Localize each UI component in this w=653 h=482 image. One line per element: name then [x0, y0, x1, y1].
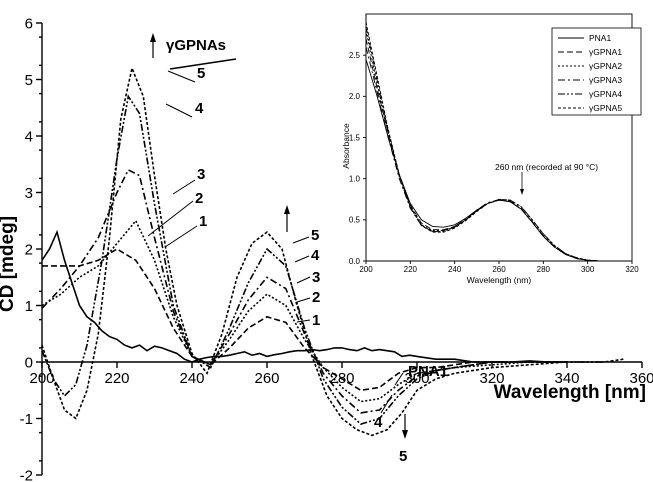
- inset-x-tick-label: 260: [492, 265, 506, 274]
- peak1-label-2: 2: [195, 190, 203, 207]
- leader-peak2-2: [296, 297, 311, 303]
- cd-y-tick-label: 1: [25, 298, 33, 315]
- inset-x-tick-label: 220: [404, 265, 418, 274]
- leader-peak2-5: [292, 236, 310, 244]
- peak1-label-3: 3: [197, 166, 205, 183]
- inset-x-tick-label: 280: [537, 265, 551, 274]
- annotations: [147, 33, 408, 439]
- cd-x-tick-label: 360: [629, 370, 653, 387]
- inset-y-axis-label: Absorbance: [341, 123, 351, 169]
- peak2-label-4: 4: [311, 247, 320, 264]
- cd-y-tick-label: 0: [25, 354, 33, 371]
- trough-label-5: 5: [399, 448, 407, 465]
- leader-peak2-3: [296, 276, 311, 284]
- inset-y-tick-label: 1.0: [349, 174, 361, 183]
- inset-x-tick-label: 200: [359, 265, 373, 274]
- cd-series-line-5: [41, 65, 624, 437]
- cd-x-tick-label: 240: [179, 370, 204, 387]
- legend-label-2: γGPNA2: [589, 61, 622, 71]
- cd-y-tick-label: -1: [20, 411, 33, 428]
- leader-peak1-2: [147, 200, 194, 237]
- inset-series-line-1: [365, 38, 610, 262]
- cd-series-line-1: [42, 248, 567, 392]
- cd-y-tick-label: 5: [25, 72, 33, 89]
- pna1-label: PNA1: [408, 363, 448, 380]
- inset-x-tick-label: 320: [625, 265, 639, 274]
- cd-x-tick-label: 260: [254, 370, 279, 387]
- cd-series-line-3: [41, 168, 567, 414]
- inset-series-line-4: [365, 26, 610, 262]
- peak1-label-1: 1: [199, 213, 207, 230]
- peak2-arrowhead: [284, 205, 290, 214]
- inset-annotation-arrowhead: [520, 189, 524, 195]
- cd-x-tick-label: 220: [104, 370, 129, 387]
- cd-y-tick-label: 4: [25, 128, 33, 145]
- group-title: γGPNAs: [166, 37, 226, 54]
- cd-x-tick-label: 320: [479, 370, 504, 387]
- cd-x-tick-label: 280: [329, 370, 354, 387]
- inset-y-tick-label: 1.5: [349, 133, 361, 142]
- peak1-label-4: 4: [195, 100, 204, 117]
- peak1-label-5: 5: [197, 65, 205, 82]
- inset-annotation: 260 nm (recorded at 90 °C): [495, 162, 598, 172]
- cd-series-group: [41, 65, 624, 437]
- cd-series-line-0: [41, 229, 567, 363]
- cd-x-axis-label: Wavelength [nm]: [494, 382, 646, 403]
- peak2-label-5: 5: [311, 227, 319, 244]
- peak2-label-1: 1: [312, 312, 320, 329]
- legend-label-3: γGPNA3: [589, 75, 622, 85]
- cd-y-tick-label: 6: [25, 15, 33, 32]
- cd-y-axis-label: CD [mdeg]: [0, 216, 18, 312]
- cd-x-tick-label: 300: [404, 370, 429, 387]
- legend-label-1: γGPNA1: [589, 47, 622, 57]
- leader-pna1: [394, 372, 404, 386]
- inset-x-tick-label: 240: [448, 265, 462, 274]
- cd-y-tick-label: 2: [25, 241, 33, 258]
- inset-x-axis-label: Wavelength (nm): [467, 275, 532, 285]
- leader-trough-4: [380, 394, 393, 414]
- inset-tick-labels: 0.0 0.5 1.0 1.5 2.0 2.5 200 220 240 260 280 300 320: [349, 51, 639, 274]
- leader-peak1-4: [165, 103, 193, 118]
- legend-label-0: PNA1: [589, 33, 611, 43]
- inset-axes: [363, 13, 633, 264]
- leader-peak2-1: [296, 319, 311, 323]
- leader-peak1-3: [172, 179, 196, 195]
- peak2-label-2: 2: [312, 289, 320, 306]
- leader-peak2-4: [294, 255, 310, 263]
- group-title-underline: [169, 58, 237, 70]
- leader-peak1-5: [167, 70, 196, 83]
- inset-y-tick-label: 0.5: [349, 216, 361, 225]
- inset-series-group: [365, 22, 610, 262]
- cd-x-tick-label: 200: [29, 370, 54, 387]
- legend-label-4: γGPNA4: [589, 89, 622, 99]
- inset-legend: PNA1 γGPNA1 γGPNA2 γGPNA3 γGPNA4 γGPNA5: [551, 27, 642, 116]
- cd-y-tick-label: -2: [20, 467, 33, 482]
- inset-y-tick-label: 2.5: [349, 51, 361, 60]
- legend-items: PNA1 γGPNA1 γGPNA2 γGPNA3 γGPNA4 γGPNA5: [558, 33, 622, 113]
- inset-y-tick-label: 2.0: [349, 92, 361, 101]
- cd-series-line-4: [41, 94, 605, 425]
- inset-x-tick-label: 300: [581, 265, 595, 274]
- trough-arrowhead: [402, 430, 408, 439]
- inset-legend-box: [551, 27, 642, 116]
- trough-label-4: 4: [374, 414, 383, 431]
- legend-label-5: γGPNA5: [589, 103, 622, 113]
- peak2-label-3: 3: [312, 269, 320, 286]
- peak1-arrowhead: [150, 33, 156, 42]
- cd-x-tick-label: 340: [554, 370, 579, 387]
- cd-series-line-2: [41, 219, 567, 403]
- cd-y-tick-label: 3: [25, 185, 33, 202]
- cd-axes: [36, 22, 643, 476]
- inset-y-tick-label: 0.0: [349, 257, 361, 266]
- leader-peak1-1: [164, 225, 198, 248]
